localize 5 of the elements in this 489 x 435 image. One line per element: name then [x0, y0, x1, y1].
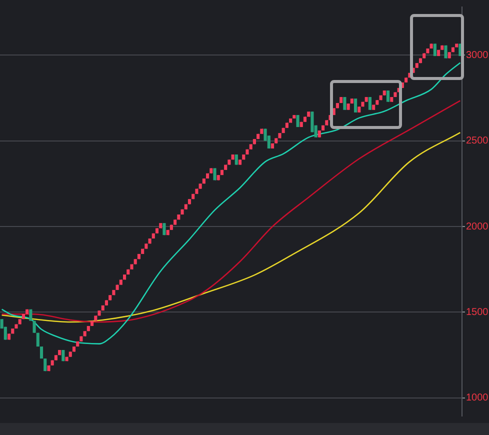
y-tick-label: 1500	[466, 307, 489, 318]
y-tick-label: 2000	[466, 221, 489, 232]
y-tick-label: 2500	[466, 136, 489, 147]
y-tick-label: 3000	[466, 50, 489, 61]
y-tick-label: 1000	[466, 392, 489, 404]
